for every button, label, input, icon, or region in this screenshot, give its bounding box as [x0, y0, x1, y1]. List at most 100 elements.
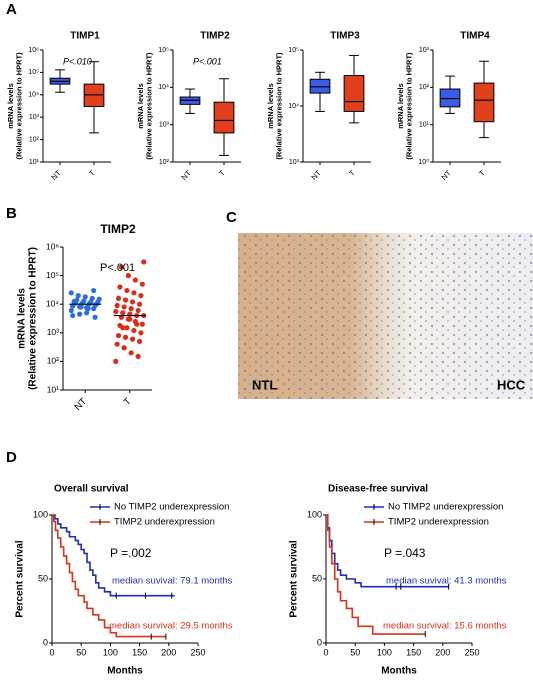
y-axis-label: mRNA levels: [266, 83, 275, 129]
y-tick-label: 10²: [47, 356, 59, 366]
x-tick-label: T: [477, 168, 487, 178]
dot: [75, 292, 81, 299]
annotation: median suvival: 41.3 months: [386, 576, 507, 587]
x-tick-label: T: [122, 396, 134, 408]
box: [473, 82, 495, 123]
y-tick-label: 10⁴: [158, 84, 169, 91]
y-tick-label: 100: [33, 509, 48, 519]
dot: [125, 273, 131, 279]
y-axis-label: Percent survival: [15, 540, 26, 617]
dot: [122, 297, 129, 303]
dot: [121, 304, 127, 310]
x-tick-label: 0: [49, 647, 54, 657]
y-tick-label: 10¹: [419, 122, 430, 129]
y-tick-label: 10³: [47, 327, 59, 337]
y-tick-label: 10⁵: [158, 47, 169, 54]
dot: [128, 350, 134, 356]
annotation: median survival: 29.5 months: [109, 621, 233, 632]
box: [439, 88, 461, 108]
dot: [118, 264, 124, 270]
panel-label: D: [6, 449, 17, 466]
dot: [136, 301, 143, 307]
dot: [121, 345, 127, 351]
dot: [70, 312, 76, 319]
y-tick-label: 10³: [159, 122, 170, 129]
dot: [91, 287, 97, 294]
image-label: HCC: [497, 377, 526, 392]
y-tick-label: 10⁴: [46, 298, 59, 308]
dot: [120, 310, 126, 316]
dot: [68, 290, 74, 296]
x-tick-label: NT: [179, 168, 193, 182]
dot: [127, 316, 133, 322]
y-tick-label: 10³: [289, 159, 300, 166]
y-axis-label: (Relative expression to HPRT): [28, 247, 39, 390]
y-axis-label: (Relative expression to HPRT): [404, 52, 413, 160]
annotation: P<.001: [193, 56, 222, 66]
dot: [85, 306, 91, 312]
dot: [138, 330, 144, 336]
y-axis-label: mRNA levels: [396, 83, 405, 129]
y-tick-label: 10⁵: [288, 47, 299, 54]
y-tick-label: 10²: [29, 136, 40, 143]
x-tick-label: NT: [309, 168, 323, 182]
panel-label: A: [6, 1, 17, 18]
x-tick-label: 250: [464, 647, 479, 657]
image-texture: [238, 233, 533, 399]
chart-title: TIMP2: [100, 222, 136, 236]
x-tick-label: T: [217, 168, 227, 178]
x-tick-label: 50: [350, 647, 360, 657]
x-tick-label: 150: [132, 647, 147, 657]
y-tick-label: 10⁴: [28, 92, 39, 99]
dot: [113, 309, 119, 315]
x-tick-label: T: [347, 168, 357, 178]
y-tick-label: 50: [312, 573, 322, 583]
dot: [129, 336, 136, 342]
y-tick-label: 10¹: [47, 384, 59, 394]
dot: [115, 332, 122, 339]
dot: [78, 304, 84, 310]
chart-title: TIMP3: [330, 31, 360, 42]
chart-title: Overall survival: [54, 484, 129, 495]
y-axis-label: (Relative expression to HPRT): [14, 52, 23, 160]
y-tick-label: 10⁵: [46, 270, 59, 280]
survival-curve: [52, 514, 175, 597]
y-tick-label: 0: [43, 637, 48, 647]
dot: [122, 334, 129, 340]
x-tick-label: NT: [49, 168, 63, 182]
box: [343, 75, 365, 112]
chart-title: Disease-free survival: [328, 484, 428, 495]
annotation: P<.001: [100, 262, 135, 274]
image-label: NTL: [252, 377, 277, 392]
dot: [134, 321, 140, 327]
dot: [135, 353, 141, 359]
x-tick-label: NT: [72, 396, 89, 413]
dot: [128, 306, 134, 312]
dot: [114, 302, 120, 309]
dot: [84, 310, 90, 316]
x-tick-label: 100: [103, 647, 118, 657]
dot: [136, 338, 143, 345]
y-tick-label: 10⁶: [28, 47, 39, 54]
legend-label: No TIMP2 underexpression: [388, 502, 503, 513]
dot: [115, 295, 122, 301]
dot: [113, 358, 119, 364]
dot: [89, 295, 95, 301]
annotation: P<.010: [63, 56, 92, 66]
dot: [71, 298, 77, 305]
x-axis-label: Months: [107, 666, 143, 677]
dot: [129, 299, 136, 305]
y-tick-label: 10³: [29, 114, 40, 121]
legend-label: No TIMP2 underexpression: [114, 502, 229, 513]
panel-label: C: [226, 209, 237, 226]
x-axis-label: Months: [381, 666, 417, 677]
annotation: P =.002: [110, 546, 152, 560]
dot: [131, 327, 137, 334]
x-tick-label: NT: [439, 168, 453, 182]
panel-label: B: [6, 205, 17, 222]
x-tick-label: 150: [406, 647, 421, 657]
dot: [96, 296, 102, 302]
chart-title: TIMP1: [70, 31, 100, 42]
annotation: median suvival: 79.1 months: [112, 576, 233, 587]
y-tick-label: 10²: [159, 159, 170, 166]
